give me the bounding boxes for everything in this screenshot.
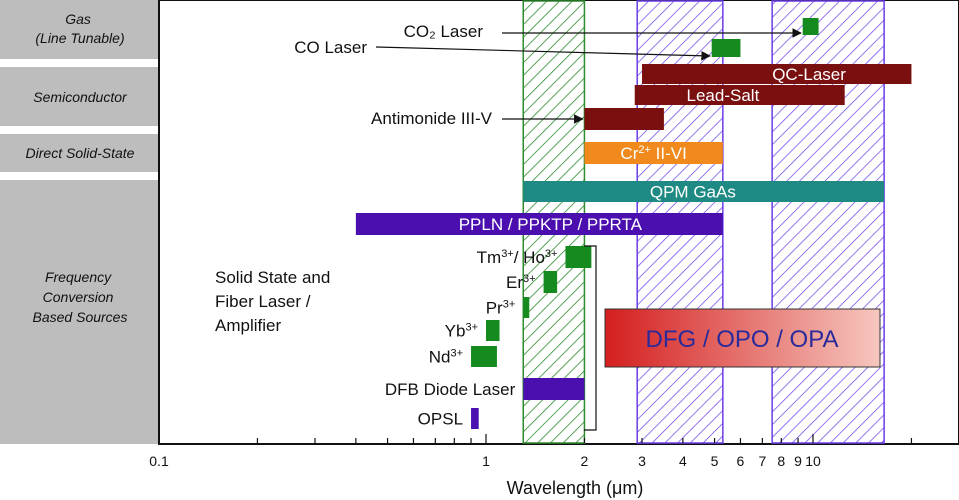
bar-label-qpm-gaas: QPM GaAs xyxy=(650,183,736,202)
category-label-semiconductor: Semiconductor xyxy=(33,89,128,105)
bar-label-yb: Yb3+ xyxy=(445,322,478,341)
category-label-direct-solid-state: Direct Solid-State xyxy=(26,145,135,161)
labels-layer: CO₂ Laser CO Laser QC-Laser Lead-Salt Antimo… xyxy=(294,22,846,429)
bar-dfb-diode-laser xyxy=(523,378,585,400)
group-label-line-1: Solid State and xyxy=(215,268,330,287)
arrow-co xyxy=(375,46,711,61)
bar-label-ppln-ppktp-pprta: PPLN / PPKTP / PPRTA xyxy=(459,215,643,234)
bar-opsl xyxy=(471,408,479,429)
bar-lead-salt xyxy=(634,85,845,105)
x-axis-title: Wavelength (μm) xyxy=(507,478,644,498)
category-band-frequency-conversion xyxy=(0,180,159,444)
bar-antimonide-iii-v xyxy=(584,108,664,130)
bar-label-antimonide-iii-v: Antimonide III-V xyxy=(371,109,493,128)
category-label-gas-line1: Gas xyxy=(65,11,91,27)
category-panel: Gas (Line Tunable) Semiconductor Direct … xyxy=(0,0,159,444)
x-tick-label-9: 9 xyxy=(794,453,802,469)
bar-co-laser xyxy=(711,39,741,57)
x-tick-label-0_1: 0.1 xyxy=(149,453,169,469)
bar-qc-laser xyxy=(642,64,912,84)
x-tick-label-5: 5 xyxy=(711,453,719,469)
bar-cr-ii-vi xyxy=(584,142,723,164)
x-tick-label-6: 6 xyxy=(737,453,745,469)
group-label-line-2: Fiber Laser / xyxy=(215,292,311,311)
plot-frame xyxy=(158,0,959,445)
bar-label-cr-ii-vi: Cr2+ II-VI xyxy=(620,144,686,163)
x-tick-label-3: 3 xyxy=(638,453,646,469)
bar-label-qc-laser: QC-Laser xyxy=(772,65,846,84)
category-label-fc-line3: Based Sources xyxy=(33,309,128,325)
bar-label-tm-ho: Tm3+/ Ho3+ xyxy=(477,248,558,267)
bar-er xyxy=(543,271,558,293)
x-tick-label-4: 4 xyxy=(679,453,687,469)
bar-label-pr: Pr3+ xyxy=(486,299,516,318)
category-band-direct-solid-state xyxy=(0,134,159,172)
bar-ppln-ppktp-pprta xyxy=(355,213,723,235)
bar-co-laser xyxy=(802,18,819,35)
bar-qpm-gaas xyxy=(523,181,885,202)
bar-nd xyxy=(471,346,497,367)
category-label-frequency-conversion: Frequency Conversion Based Sources xyxy=(33,269,128,325)
x-tick-label-7: 7 xyxy=(758,453,766,469)
category-band-gas xyxy=(0,0,159,59)
bar-tm-ho xyxy=(565,246,592,268)
group-label-line-3: Amplifier xyxy=(215,316,281,335)
category-label-fc-line1: Frequency xyxy=(45,269,112,285)
bracket xyxy=(584,245,597,431)
group-label-solid-state: Solid State and Fiber Laser / Amplifier xyxy=(215,268,330,335)
category-label-fc-line2: Conversion xyxy=(43,289,114,305)
bar-label-dfb-diode-laser: DFB Diode Laser xyxy=(385,380,516,399)
bar-pr xyxy=(523,297,530,318)
callout-box xyxy=(604,308,881,368)
category-label-gas-line2: (Line Tunable) xyxy=(35,30,124,46)
category-label-gas: Gas (Line Tunable) xyxy=(35,11,124,46)
x-tick-label-1: 1 xyxy=(482,453,490,469)
bar-label-opsl: OPSL xyxy=(418,410,463,429)
bar-label-lead-salt: Lead-Salt xyxy=(687,86,760,105)
x-tick-label-8: 8 xyxy=(777,453,785,469)
annotations-layer: Solid State and Fiber Laser / Amplifier DFG… xyxy=(215,28,881,431)
callout-label: DFG / OPO / OPA xyxy=(646,326,839,353)
x-tick-label-2: 2 xyxy=(581,453,589,469)
x-tick-label-10: 10 xyxy=(805,453,821,469)
bar-label-nd: Nd3+ xyxy=(429,348,463,367)
bars-layer xyxy=(355,18,912,429)
bar-label-co-laser: CO₂ Laser xyxy=(404,22,484,41)
bar-label-co-laser: CO Laser xyxy=(294,38,367,57)
bar-label-er: Er3+ xyxy=(506,273,536,292)
category-band-semiconductor xyxy=(0,67,159,126)
x-axis: 0.1 1 2 3 4 5 6 7 8 9 10 xyxy=(149,434,913,469)
bar-yb xyxy=(486,320,500,341)
